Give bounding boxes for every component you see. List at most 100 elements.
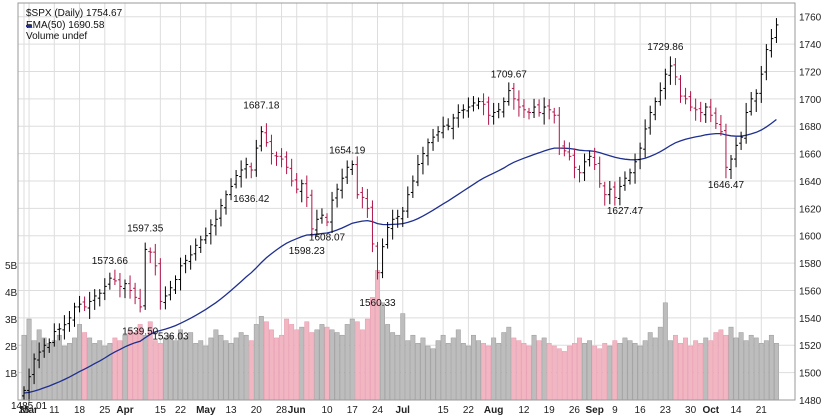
ohlc-bar (325, 213, 329, 227)
ohlc-bar (365, 188, 370, 218)
volume-bar (572, 343, 577, 401)
ohlc-bar (213, 209, 218, 236)
ohlc-bar (638, 142, 643, 170)
price-tick-label: 1760 (799, 13, 822, 24)
price-annotation: 1573.66 (92, 256, 129, 267)
ohlc-bar (183, 254, 188, 274)
ohlc-bar (436, 126, 441, 142)
ohlc-bar (117, 272, 122, 298)
ohlc-bar (350, 160, 355, 175)
volume-bar (87, 337, 93, 401)
ohlc-bar (648, 105, 653, 135)
ohlc-bar (698, 101, 703, 123)
ohlc-bar (380, 238, 385, 279)
volume-bar (61, 345, 67, 401)
ohlc-bar (673, 58, 678, 86)
date-tick-label: 22 (463, 405, 475, 416)
ohlc-bar (527, 107, 531, 120)
date-tick-label: 25 (99, 405, 111, 416)
volume-bar (299, 326, 305, 401)
volume-bar (683, 337, 688, 401)
date-tick-label: 9 (612, 405, 618, 416)
ohlc-bar (143, 242, 148, 310)
ohlc-bar (87, 291, 92, 319)
ohlc-bar (208, 219, 213, 245)
volume-tick-label: 5B (5, 261, 18, 272)
ohlc-bar (390, 209, 395, 240)
volume-bar (82, 332, 88, 401)
volume-tick-label: 3B (5, 315, 18, 326)
ohlc-bar (92, 289, 97, 310)
ohlc-bar (284, 151, 289, 175)
ohlc-bar (72, 302, 77, 327)
ohlc-bar (653, 97, 658, 121)
ohlc-bar (723, 123, 728, 179)
volume-bar (460, 343, 466, 401)
ohlc-bar (234, 170, 239, 189)
volume-bar (551, 345, 557, 401)
ohlc-bar (138, 288, 143, 313)
date-tick-label: 21 (756, 405, 768, 416)
price-tick-label: 1640 (799, 177, 822, 188)
ohlc-bar (148, 247, 153, 264)
volume-bar (56, 334, 62, 401)
ohlc-bar (198, 235, 203, 253)
ohlc-bar (749, 91, 754, 116)
date-tick-label: 15 (155, 405, 167, 416)
ohlc-bar (22, 386, 26, 400)
price-annotation: 1729.86 (647, 42, 684, 53)
ohlc-bar (57, 323, 62, 341)
volume-bar (465, 345, 471, 401)
date-tick-label: 24 (372, 405, 384, 416)
ohlc-bar (446, 118, 451, 131)
ohlc-bar (269, 134, 274, 165)
ohlc-bar (537, 99, 542, 117)
price-tick-label: 1680 (799, 122, 822, 133)
volume-bar (703, 337, 709, 401)
ohlc-bar (658, 82, 663, 106)
date-tick-label: 12 (518, 405, 530, 416)
volume-bar (218, 334, 224, 401)
volume-bar (763, 340, 769, 401)
legend: $SPX (Daily) 1754.67 EMA(50) 1690.58 Vol… (26, 8, 123, 42)
volume-bar (733, 337, 739, 401)
ohlc-bar (97, 289, 102, 307)
volume-bar (506, 326, 512, 401)
volume-bar (541, 337, 547, 401)
ohlc-bar (360, 186, 365, 209)
volume-bar (491, 337, 497, 401)
ohlc-bar (491, 102, 496, 125)
ohlc-bar (340, 168, 345, 199)
volume-bar (673, 334, 678, 401)
volume-bar (339, 334, 345, 401)
ohlc-bar (52, 323, 57, 347)
date-tick-label: May (196, 405, 216, 416)
price-tick-label: 1600 (799, 232, 822, 243)
ohlc-bar (264, 123, 269, 147)
price-annotation: 1598.23 (289, 246, 326, 257)
volume-bar (440, 334, 446, 401)
volume-bar (400, 313, 406, 401)
ohlc-bar (158, 258, 163, 310)
volume-bar (713, 332, 719, 401)
price-tick-label: 1720 (799, 67, 822, 78)
volume-bar (420, 337, 426, 401)
ohlc-bar (557, 107, 562, 155)
volume-bar (183, 337, 189, 401)
price-tick-label: 1540 (799, 314, 822, 325)
price-annotation: 1687.18 (243, 100, 280, 111)
ohlc-bar (415, 154, 420, 187)
price-annotation: 1646.47 (708, 180, 745, 191)
ohlc-bar (345, 160, 350, 184)
ohlc-bar (309, 189, 314, 238)
volume-bar (97, 340, 103, 401)
ohlc-bar (405, 186, 410, 218)
volume-bar (455, 329, 461, 401)
price-annotation: 1485.01 (11, 401, 48, 412)
price-annotation: 1536.03 (152, 331, 189, 342)
price-tick-label: 1500 (799, 369, 822, 380)
volume-bar (152, 340, 158, 401)
ohlc-bar (562, 140, 567, 157)
ohlc-bar (643, 119, 648, 158)
volume-bar (561, 351, 567, 401)
